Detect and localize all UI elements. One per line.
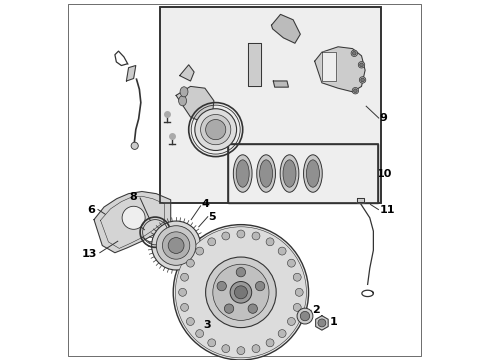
Circle shape	[255, 282, 264, 291]
Circle shape	[222, 345, 229, 352]
Text: 7: 7	[127, 220, 134, 230]
Circle shape	[317, 319, 325, 327]
Text: 12: 12	[160, 244, 176, 254]
Polygon shape	[314, 47, 365, 92]
Ellipse shape	[180, 87, 187, 97]
Ellipse shape	[303, 155, 322, 192]
Circle shape	[287, 259, 295, 267]
Circle shape	[205, 257, 276, 328]
Circle shape	[234, 286, 247, 299]
Circle shape	[278, 330, 285, 338]
Circle shape	[359, 77, 365, 83]
Circle shape	[180, 273, 188, 281]
Ellipse shape	[306, 160, 319, 187]
Circle shape	[296, 308, 312, 324]
Circle shape	[212, 264, 268, 320]
Ellipse shape	[178, 96, 186, 106]
Polygon shape	[321, 52, 336, 81]
Circle shape	[265, 339, 273, 347]
Circle shape	[300, 311, 309, 321]
Text: 2: 2	[311, 305, 319, 315]
Polygon shape	[273, 81, 288, 87]
Polygon shape	[179, 65, 194, 81]
Polygon shape	[271, 14, 300, 43]
Circle shape	[265, 238, 273, 246]
Circle shape	[162, 232, 189, 259]
Bar	[160, 7, 381, 203]
Circle shape	[359, 63, 363, 67]
Polygon shape	[176, 86, 213, 122]
Bar	[228, 144, 377, 203]
Ellipse shape	[233, 155, 251, 192]
Circle shape	[178, 288, 186, 296]
Circle shape	[353, 89, 356, 93]
Circle shape	[186, 259, 194, 267]
Polygon shape	[356, 198, 363, 202]
Bar	[228, 144, 377, 203]
Circle shape	[205, 120, 225, 140]
Circle shape	[186, 318, 194, 325]
Text: 3: 3	[203, 320, 211, 330]
Circle shape	[194, 109, 236, 150]
Circle shape	[122, 206, 145, 229]
Circle shape	[293, 303, 301, 311]
Polygon shape	[126, 66, 136, 81]
Text: 11: 11	[379, 204, 394, 215]
Circle shape	[251, 232, 260, 240]
Ellipse shape	[283, 160, 295, 187]
Circle shape	[168, 238, 183, 253]
Circle shape	[350, 50, 357, 57]
Circle shape	[200, 114, 230, 145]
Ellipse shape	[256, 155, 275, 192]
Circle shape	[237, 230, 244, 238]
Circle shape	[156, 226, 196, 265]
Text: 4: 4	[201, 199, 209, 210]
Polygon shape	[315, 316, 327, 330]
Bar	[160, 7, 381, 203]
Circle shape	[295, 288, 303, 296]
Circle shape	[293, 273, 301, 281]
Circle shape	[360, 78, 364, 82]
Circle shape	[207, 238, 215, 246]
Circle shape	[195, 247, 203, 255]
Ellipse shape	[236, 160, 249, 187]
Circle shape	[358, 62, 364, 68]
Circle shape	[287, 318, 295, 325]
Text: 13: 13	[81, 249, 97, 259]
Circle shape	[247, 304, 257, 313]
Circle shape	[131, 142, 138, 149]
Circle shape	[236, 267, 245, 277]
Circle shape	[230, 282, 251, 303]
Circle shape	[173, 225, 308, 360]
Text: 1: 1	[329, 317, 337, 327]
Ellipse shape	[259, 160, 272, 187]
Circle shape	[175, 227, 306, 358]
Circle shape	[195, 330, 203, 338]
Circle shape	[151, 221, 200, 270]
Text: 8: 8	[130, 192, 137, 202]
Text: 10: 10	[376, 168, 391, 179]
Circle shape	[278, 247, 285, 255]
Polygon shape	[247, 43, 260, 86]
Text: 9: 9	[379, 113, 387, 123]
Circle shape	[352, 51, 355, 55]
Text: 5: 5	[208, 212, 216, 222]
Polygon shape	[94, 192, 170, 253]
Circle shape	[180, 303, 188, 311]
Circle shape	[217, 282, 226, 291]
Circle shape	[237, 347, 244, 355]
Circle shape	[222, 232, 229, 240]
Circle shape	[351, 87, 358, 94]
Circle shape	[224, 304, 233, 313]
Circle shape	[207, 339, 215, 347]
Circle shape	[251, 345, 260, 352]
Text: 6: 6	[87, 204, 95, 215]
Ellipse shape	[280, 155, 298, 192]
